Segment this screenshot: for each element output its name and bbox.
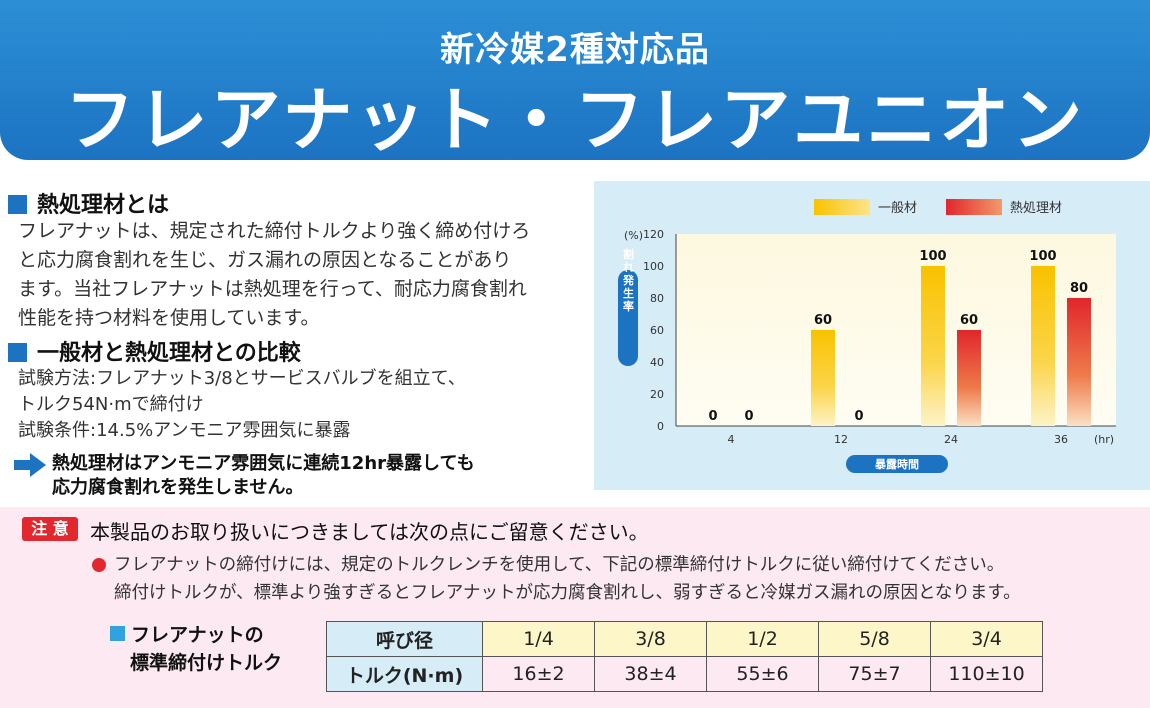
label-square-icon bbox=[110, 626, 125, 641]
x-tick-label: 36 bbox=[1054, 433, 1068, 446]
caution-text: フレアナットの締付けには、規定のトルクレンチを使用して、下記の標準締付けトルクに… bbox=[114, 551, 1021, 607]
section-description: フレアナットは、規定された締付トルクより強く締め付けろ と応力腐食割れを生じ、ガ… bbox=[18, 217, 578, 333]
data-label: 0 bbox=[854, 409, 863, 424]
y-axis-title-pill bbox=[618, 270, 638, 366]
torque-cell: 16±2 bbox=[482, 656, 595, 692]
legend-swatch-heat-treated bbox=[946, 199, 1002, 215]
section-square-icon bbox=[8, 343, 27, 362]
x-axis-title: 暴露時間 bbox=[874, 457, 919, 471]
torque-cell: 38±4 bbox=[594, 656, 707, 692]
size-cell: 5/8 bbox=[818, 621, 931, 657]
data-label: 60 bbox=[814, 313, 832, 328]
torque-table-label: フレアナットの 標準締付けトルク bbox=[110, 621, 282, 677]
y-tick-label: 120 bbox=[643, 228, 664, 241]
banner-subtitle: 新冷媒2種対応品 bbox=[440, 30, 710, 70]
header-banner: 新冷媒2種対応品 フレアナット・フレアユニオン bbox=[0, 0, 1150, 161]
description-line: と応力腐食割れを生じ、ガス漏れの原因となることがあり bbox=[18, 249, 512, 271]
section-heading-comparison: 一般材と熱処理材との比較 bbox=[8, 335, 301, 367]
y-axis-title: 割れ発生率 bbox=[622, 247, 636, 313]
bar-heat-treated bbox=[957, 330, 981, 426]
size-cell: 1/2 bbox=[706, 621, 819, 657]
test-line: トルク54N·mで締付け bbox=[18, 394, 204, 415]
x-unit-label: (hr) bbox=[1094, 433, 1114, 446]
table-header-row: 呼び径 1/4 3/8 1/2 5/8 3/4 bbox=[326, 621, 1043, 657]
y-tick-label: 0 bbox=[657, 420, 664, 433]
size-cell: 3/4 bbox=[930, 621, 1043, 657]
bar-heat-treated bbox=[1067, 298, 1091, 426]
y-tick-label: 40 bbox=[650, 356, 664, 369]
conclusion-line: 応力腐食割れを発生しません。 bbox=[52, 477, 304, 498]
description-line: ます。当社フレアナットは熱処理を行って、耐応力腐食割れ bbox=[18, 278, 527, 300]
conclusion-line: 熱処理材はアンモニア雰囲気に連続12hr暴露しても bbox=[52, 453, 475, 474]
section-heading-heat-treated: 熱処理材とは bbox=[8, 187, 169, 219]
section-heading-text: 一般材と熱処理材との比較 bbox=[37, 341, 301, 366]
test-line: 試験条件:14.5%アンモニア雰囲気に暴露 bbox=[18, 420, 351, 441]
bar-general bbox=[811, 330, 835, 426]
torque-cell: 55±6 bbox=[706, 656, 819, 692]
section-square-icon bbox=[8, 195, 27, 214]
x-axis-title-pill bbox=[846, 455, 948, 473]
arrow-right-icon bbox=[14, 453, 46, 477]
caution-badge: 注 意 bbox=[22, 517, 78, 541]
comparison-chart: 0 20 40 60 80 100 120 0 0 60 0 100 60 100 80 4 12 24 36 … bbox=[594, 181, 1150, 490]
bullet-dot-icon bbox=[92, 558, 106, 572]
bar-general bbox=[1031, 266, 1055, 426]
description-line: フレアナットは、規定された締付トルクより強く締め付けろ bbox=[18, 220, 531, 242]
caution-line: フレアナットの締付けには、規定のトルクレンチを使用して、下記の標準締付けトルクに… bbox=[114, 555, 1005, 575]
data-label: 100 bbox=[1029, 249, 1056, 264]
x-tick-label: 12 bbox=[834, 433, 848, 446]
x-tick-label: 4 bbox=[728, 433, 735, 446]
caution-title: 本製品のお取り扱いにつきましては次の点にご留意ください。 bbox=[90, 520, 649, 544]
description-line: 性能を持つ材料を使用しています。 bbox=[18, 307, 320, 329]
section-heading-text: 熱処理材とは bbox=[37, 193, 170, 218]
y-tick-label: 60 bbox=[650, 324, 664, 337]
size-header: 呼び径 bbox=[326, 621, 483, 657]
y-tick-label: 80 bbox=[650, 292, 664, 305]
torque-table: 呼び径 1/4 3/8 1/2 5/8 3/4 トルク(N·m) 16±2 38… bbox=[326, 621, 1043, 692]
legend-swatch-general bbox=[814, 199, 870, 215]
size-cell: 1/4 bbox=[482, 621, 595, 657]
data-label: 60 bbox=[960, 313, 978, 328]
bar-general bbox=[921, 266, 945, 426]
size-cell: 3/8 bbox=[594, 621, 707, 657]
legend-label-general: 一般材 bbox=[878, 200, 917, 216]
data-label: 80 bbox=[1070, 281, 1088, 296]
test-line: 試験方法:フレアナット3/8とサービスバルブを組立て、 bbox=[18, 368, 466, 389]
y-unit-label: (%) bbox=[624, 229, 643, 242]
torque-cell: 110±10 bbox=[930, 656, 1043, 692]
legend-label-heat-treated: 熱処理材 bbox=[1010, 201, 1062, 216]
y-tick-label: 20 bbox=[650, 388, 664, 401]
torque-label-line: 標準締付けトルク bbox=[130, 652, 283, 674]
data-label: 0 bbox=[744, 409, 753, 424]
data-label: 100 bbox=[919, 249, 946, 264]
data-label: 0 bbox=[708, 409, 717, 424]
torque-label-line: フレアナットの bbox=[131, 624, 264, 646]
banner-title: フレアナット・フレアユニオン bbox=[64, 79, 1086, 161]
torque-cell: 75±7 bbox=[818, 656, 931, 692]
caution-line: 締付けトルクが、標準より強すぎるとフレアナットが応力腐食割れし、弱すぎると冷媒ガ… bbox=[114, 583, 1021, 603]
torque-header: トルク(N·m) bbox=[326, 656, 483, 692]
y-tick-label: 100 bbox=[643, 260, 664, 273]
test-conditions: 試験方法:フレアナット3/8とサービスバルブを組立て、 トルク54N·mで締付け… bbox=[18, 366, 466, 444]
table-row: トルク(N·m) 16±2 38±4 55±6 75±7 110±10 bbox=[326, 656, 1043, 692]
x-tick-label: 24 bbox=[944, 433, 958, 446]
